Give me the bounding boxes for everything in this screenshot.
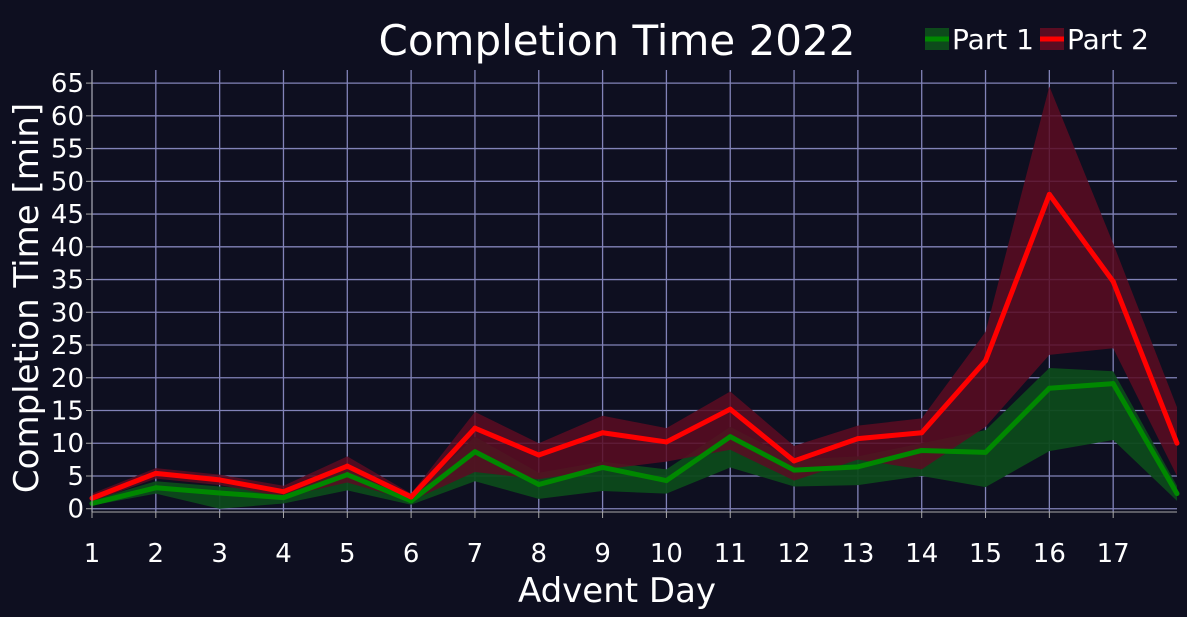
y-tick-label: 35 bbox=[51, 266, 84, 296]
x-tick-label: 9 bbox=[594, 539, 611, 569]
x-tick-label: 4 bbox=[275, 539, 292, 569]
x-tick-label: 13 bbox=[841, 539, 874, 569]
x-tick-label: 8 bbox=[530, 539, 547, 569]
y-tick-label: 20 bbox=[51, 364, 84, 394]
point-part-2 bbox=[1110, 279, 1116, 285]
point-part-2 bbox=[344, 463, 350, 469]
y-tick-label: 65 bbox=[51, 69, 84, 99]
point-part-2 bbox=[1046, 191, 1052, 197]
point-part-2 bbox=[153, 470, 159, 476]
y-tick-label: 10 bbox=[51, 429, 84, 459]
y-tick-label: 50 bbox=[51, 167, 84, 197]
series-lines bbox=[89, 191, 1180, 506]
point-part-2 bbox=[408, 494, 414, 500]
point-part-2 bbox=[536, 452, 542, 458]
x-tick-label: 3 bbox=[211, 539, 228, 569]
point-part-1 bbox=[791, 467, 797, 473]
y-tick-label: 25 bbox=[51, 331, 84, 361]
point-part-2 bbox=[727, 406, 733, 412]
point-part-2 bbox=[663, 439, 669, 445]
point-part-1 bbox=[600, 464, 606, 470]
x-tick-label: 1 bbox=[84, 539, 101, 569]
point-part-2 bbox=[217, 477, 223, 483]
legend-label-part-1: Part 1 bbox=[952, 23, 1034, 56]
x-tick-label: 10 bbox=[650, 539, 683, 569]
point-part-2 bbox=[1174, 440, 1180, 446]
point-part-2 bbox=[791, 458, 797, 464]
legend: Part 1 Part 2 bbox=[925, 23, 1149, 56]
point-part-1 bbox=[280, 495, 286, 501]
point-part-2 bbox=[919, 430, 925, 436]
y-tick-label: 55 bbox=[51, 135, 84, 165]
x-tick-label: 11 bbox=[714, 539, 747, 569]
x-tick-label: 6 bbox=[403, 539, 420, 569]
x-tick-label: 7 bbox=[467, 539, 484, 569]
x-tick-label: 17 bbox=[1097, 539, 1130, 569]
point-part-1 bbox=[344, 472, 350, 478]
point-part-2 bbox=[280, 489, 286, 495]
y-tick-label: 40 bbox=[51, 233, 84, 263]
point-part-2 bbox=[472, 425, 478, 431]
band-part-1 bbox=[92, 367, 1177, 509]
y-tick-label: 5 bbox=[67, 462, 84, 492]
point-part-1 bbox=[1174, 491, 1180, 497]
x-tick-label: 5 bbox=[339, 539, 356, 569]
point-part-1 bbox=[536, 481, 542, 487]
point-part-1 bbox=[919, 447, 925, 453]
point-part-1 bbox=[983, 449, 989, 455]
point-part-2 bbox=[855, 436, 861, 442]
x-tick-label: 2 bbox=[148, 539, 165, 569]
y-tick-label: 45 bbox=[51, 200, 84, 230]
y-tick-label: 30 bbox=[51, 298, 84, 328]
x-tick-labels: 1 2 3 4 5 6 7 8 9 10 11 12 13 14 15 16 17 bbox=[84, 512, 1130, 569]
y-tick-label: 0 bbox=[67, 495, 84, 525]
confidence-bands bbox=[92, 86, 1177, 509]
x-axis-label: Advent Day bbox=[518, 571, 716, 611]
point-part-1 bbox=[1110, 381, 1116, 387]
x-tick-label: 14 bbox=[905, 539, 938, 569]
point-part-1 bbox=[217, 490, 223, 496]
point-part-1 bbox=[1046, 385, 1052, 391]
x-tick-label: 15 bbox=[969, 539, 1002, 569]
point-part-1 bbox=[472, 449, 478, 455]
x-tick-label: 16 bbox=[1033, 539, 1066, 569]
line-part-2 bbox=[91, 191, 1180, 501]
chart-title: Completion Time 2022 bbox=[379, 16, 856, 65]
point-part-1 bbox=[663, 478, 669, 484]
y-axis-label: Completion Time [min] bbox=[7, 103, 47, 493]
point-part-1 bbox=[408, 498, 414, 504]
line-part-1 bbox=[91, 381, 1180, 506]
y-tick-label: 15 bbox=[51, 397, 84, 427]
x-tick-label: 12 bbox=[778, 539, 811, 569]
point-part-1 bbox=[153, 485, 159, 491]
legend-label-part-2: Part 2 bbox=[1067, 23, 1149, 56]
point-part-1 bbox=[727, 434, 733, 440]
point-part-2 bbox=[983, 358, 989, 364]
point-part-1 bbox=[855, 464, 861, 470]
point-part-2 bbox=[600, 430, 606, 436]
y-tick-label: 60 bbox=[51, 102, 84, 132]
